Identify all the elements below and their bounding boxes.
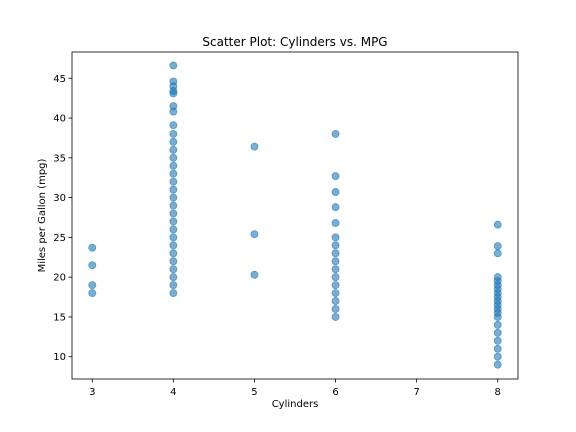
data-point-34 xyxy=(251,231,258,238)
data-point-52 xyxy=(494,361,501,368)
y-tick-label: 20 xyxy=(53,273,66,284)
data-point-40 xyxy=(332,282,339,289)
data-point-20 xyxy=(170,162,177,169)
x-axis-label: Cylinders xyxy=(272,399,319,410)
data-point-43 xyxy=(332,258,339,265)
data-point-12 xyxy=(170,226,177,233)
data-point-33 xyxy=(251,271,258,278)
y-tick-label: 15 xyxy=(53,312,66,323)
data-point-69 xyxy=(494,250,501,257)
y-tick-label: 40 xyxy=(53,114,66,125)
data-point-36 xyxy=(332,313,339,320)
data-point-0 xyxy=(89,289,96,296)
data-point-35 xyxy=(251,143,258,150)
data-point-48 xyxy=(332,204,339,211)
data-point-14 xyxy=(170,210,177,217)
data-point-8 xyxy=(170,258,177,265)
data-point-25 xyxy=(170,122,177,129)
data-point-27 xyxy=(170,103,177,110)
chart-title: Scatter Plot: Cylinders vs. MPG xyxy=(202,35,387,49)
x-tick-label: 4 xyxy=(170,387,176,398)
data-point-68 xyxy=(494,274,501,281)
y-tick-label: 45 xyxy=(53,74,66,85)
data-point-23 xyxy=(170,138,177,145)
data-point-13 xyxy=(170,218,177,225)
data-point-31 xyxy=(170,78,177,85)
data-point-37 xyxy=(332,305,339,312)
data-point-70 xyxy=(494,243,501,250)
y-axis-label: Miles per Gallon (mpg) xyxy=(37,158,48,272)
data-point-71 xyxy=(494,221,501,228)
data-point-56 xyxy=(494,329,501,336)
data-point-49 xyxy=(332,188,339,195)
data-point-10 xyxy=(170,242,177,249)
data-point-2 xyxy=(89,262,96,269)
x-tick-label: 3 xyxy=(89,387,95,398)
data-point-17 xyxy=(170,186,177,193)
data-point-7 xyxy=(170,266,177,273)
data-point-41 xyxy=(332,274,339,281)
x-tick-label: 7 xyxy=(413,387,419,398)
data-point-1 xyxy=(89,282,96,289)
data-point-22 xyxy=(170,146,177,153)
data-point-39 xyxy=(332,289,339,296)
data-point-45 xyxy=(332,242,339,249)
data-point-38 xyxy=(332,297,339,304)
y-tick-label: 25 xyxy=(53,233,66,244)
data-point-3 xyxy=(89,244,96,251)
data-point-55 xyxy=(494,337,501,344)
data-point-32 xyxy=(170,62,177,69)
data-point-15 xyxy=(170,202,177,209)
data-point-11 xyxy=(170,234,177,241)
data-point-57 xyxy=(494,321,501,328)
data-point-50 xyxy=(332,173,339,180)
data-point-54 xyxy=(494,345,501,352)
x-tick-label: 5 xyxy=(251,387,257,398)
data-point-16 xyxy=(170,194,177,201)
data-point-44 xyxy=(332,250,339,257)
y-tick-label: 10 xyxy=(53,352,66,363)
y-tick-label: 30 xyxy=(53,193,66,204)
data-point-53 xyxy=(494,353,501,360)
x-tick-label: 6 xyxy=(332,387,338,398)
data-point-21 xyxy=(170,154,177,161)
data-point-46 xyxy=(332,234,339,241)
data-point-24 xyxy=(170,130,177,137)
data-point-42 xyxy=(332,266,339,273)
x-tick-label: 8 xyxy=(495,387,501,398)
data-point-4 xyxy=(170,289,177,296)
data-point-47 xyxy=(332,219,339,226)
data-point-51 xyxy=(332,130,339,137)
data-point-6 xyxy=(170,274,177,281)
data-point-19 xyxy=(170,170,177,177)
y-tick-label: 35 xyxy=(53,153,66,164)
data-point-5 xyxy=(170,282,177,289)
data-point-18 xyxy=(170,178,177,185)
data-point-9 xyxy=(170,250,177,257)
